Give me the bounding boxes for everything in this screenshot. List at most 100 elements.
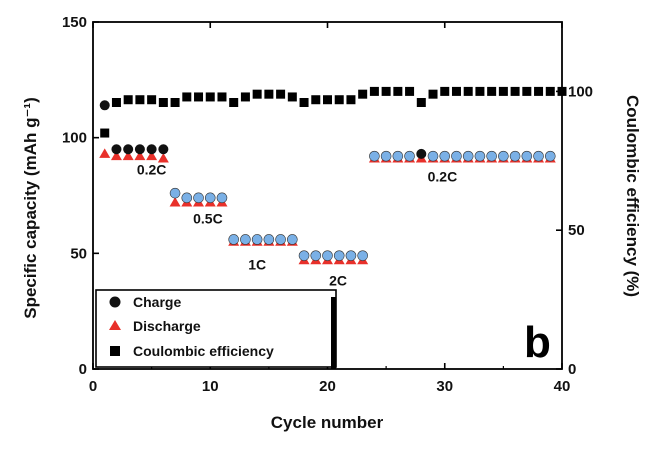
charge-point	[204, 192, 216, 204]
efficiency-point	[170, 98, 180, 108]
charge-point	[451, 150, 462, 162]
x-tick-label: 30	[436, 378, 453, 395]
charge-point	[427, 150, 439, 162]
efficiency-point	[276, 89, 286, 99]
efficiency-point	[416, 98, 426, 108]
charge-point	[99, 100, 110, 111]
charge-point	[228, 234, 239, 245]
efficiency-point	[440, 86, 450, 96]
efficiency-point	[475, 86, 485, 96]
charge-point	[216, 192, 228, 204]
charge-point	[181, 192, 193, 204]
efficiency-point	[217, 92, 227, 102]
efficiency-point	[323, 95, 332, 105]
charge-point	[111, 144, 122, 155]
efficiency-point	[135, 95, 145, 105]
discharge-point	[157, 152, 169, 163]
y-right-tick-label: 50	[568, 222, 585, 239]
rate-label: 0.2C	[137, 162, 167, 178]
charge-point	[310, 250, 322, 261]
charge-point	[275, 234, 286, 245]
charge-point	[298, 250, 310, 261]
legend: Charge Discharge Coulombic efficiency	[95, 289, 337, 369]
rate-label: 1C	[248, 257, 266, 273]
efficiency-point	[545, 86, 555, 96]
legend-discharge-label: Discharge	[133, 318, 201, 334]
y-right-tick-label: 0	[568, 361, 576, 378]
rate-label: 0.5C	[193, 210, 223, 226]
efficiency-point	[311, 95, 321, 105]
efficiency-point	[287, 92, 297, 102]
efficiency-point	[393, 86, 403, 96]
efficiency-point	[205, 92, 215, 102]
charge-point	[498, 150, 509, 162]
efficiency-point	[264, 89, 274, 99]
charge-point	[345, 250, 357, 261]
legend-divider-bar	[331, 297, 336, 369]
panel-letter: b	[524, 318, 551, 367]
charge-point	[240, 234, 251, 245]
y-left-tick-label: 100	[62, 130, 87, 147]
x-tick-label: 0	[89, 378, 97, 395]
x-axis-title: Cycle number	[271, 413, 384, 432]
efficiency-point	[428, 89, 438, 99]
efficiency-point	[299, 98, 309, 108]
y-left-tick-label: 0	[79, 361, 87, 378]
discharge-point	[134, 150, 146, 161]
rate-label: 0.2C	[428, 169, 458, 185]
discharge-point	[110, 150, 122, 161]
efficiency-point	[147, 95, 157, 105]
discharge-point	[146, 150, 158, 161]
charge-point	[544, 150, 556, 162]
discharge-point	[169, 196, 181, 207]
efficiency-point	[522, 86, 532, 96]
charge-point	[322, 250, 333, 261]
legend-efficiency-label: Coulombic efficiency	[133, 343, 274, 359]
efficiency-point	[557, 86, 567, 96]
efficiency-point	[487, 86, 497, 96]
efficiency-point	[240, 92, 250, 102]
charge-point	[380, 150, 392, 162]
charge-point	[251, 234, 263, 245]
efficiency-point	[182, 92, 192, 102]
charge-point	[404, 150, 415, 162]
charge-point	[533, 150, 544, 162]
legend-charge-label: Charge	[133, 294, 181, 310]
efficiency-point	[451, 86, 461, 96]
charge-point	[462, 150, 474, 162]
efficiency-point	[369, 86, 379, 96]
charge-point	[521, 150, 533, 162]
charge-point	[416, 148, 427, 159]
charge-point	[439, 150, 451, 162]
charge-point	[509, 150, 521, 162]
efficiency-point	[111, 98, 121, 108]
charge-point	[287, 234, 298, 245]
rate-label: 2C	[329, 273, 347, 289]
efficiency-point	[346, 95, 356, 105]
legend-efficiency-marker	[110, 346, 120, 356]
charge-point	[369, 150, 380, 162]
efficiency-point	[534, 86, 544, 96]
legend-discharge-marker	[109, 320, 121, 330]
efficiency-point	[463, 86, 473, 96]
charge-point	[263, 234, 275, 245]
y-left-tick-label: 50	[70, 245, 87, 262]
y-axis-left-title: Specific capacity (mAh g⁻¹)	[21, 97, 40, 319]
discharge-point	[99, 148, 111, 158]
efficiency-point	[194, 92, 204, 102]
x-tick-label: 40	[554, 378, 571, 395]
efficiency-point	[158, 98, 168, 108]
charge-point	[146, 144, 157, 155]
charge-point	[474, 150, 486, 162]
efficiency-point	[405, 86, 415, 96]
x-tick-label: 20	[319, 378, 336, 395]
efficiency-point	[252, 89, 262, 99]
efficiency-point	[510, 86, 520, 96]
charge-point	[158, 144, 169, 155]
data-marks	[99, 86, 567, 265]
x-tick-label: 10	[202, 378, 219, 395]
charge-point	[392, 150, 404, 162]
efficiency-point	[358, 89, 368, 99]
y-right-tick-label: 100	[568, 83, 593, 100]
